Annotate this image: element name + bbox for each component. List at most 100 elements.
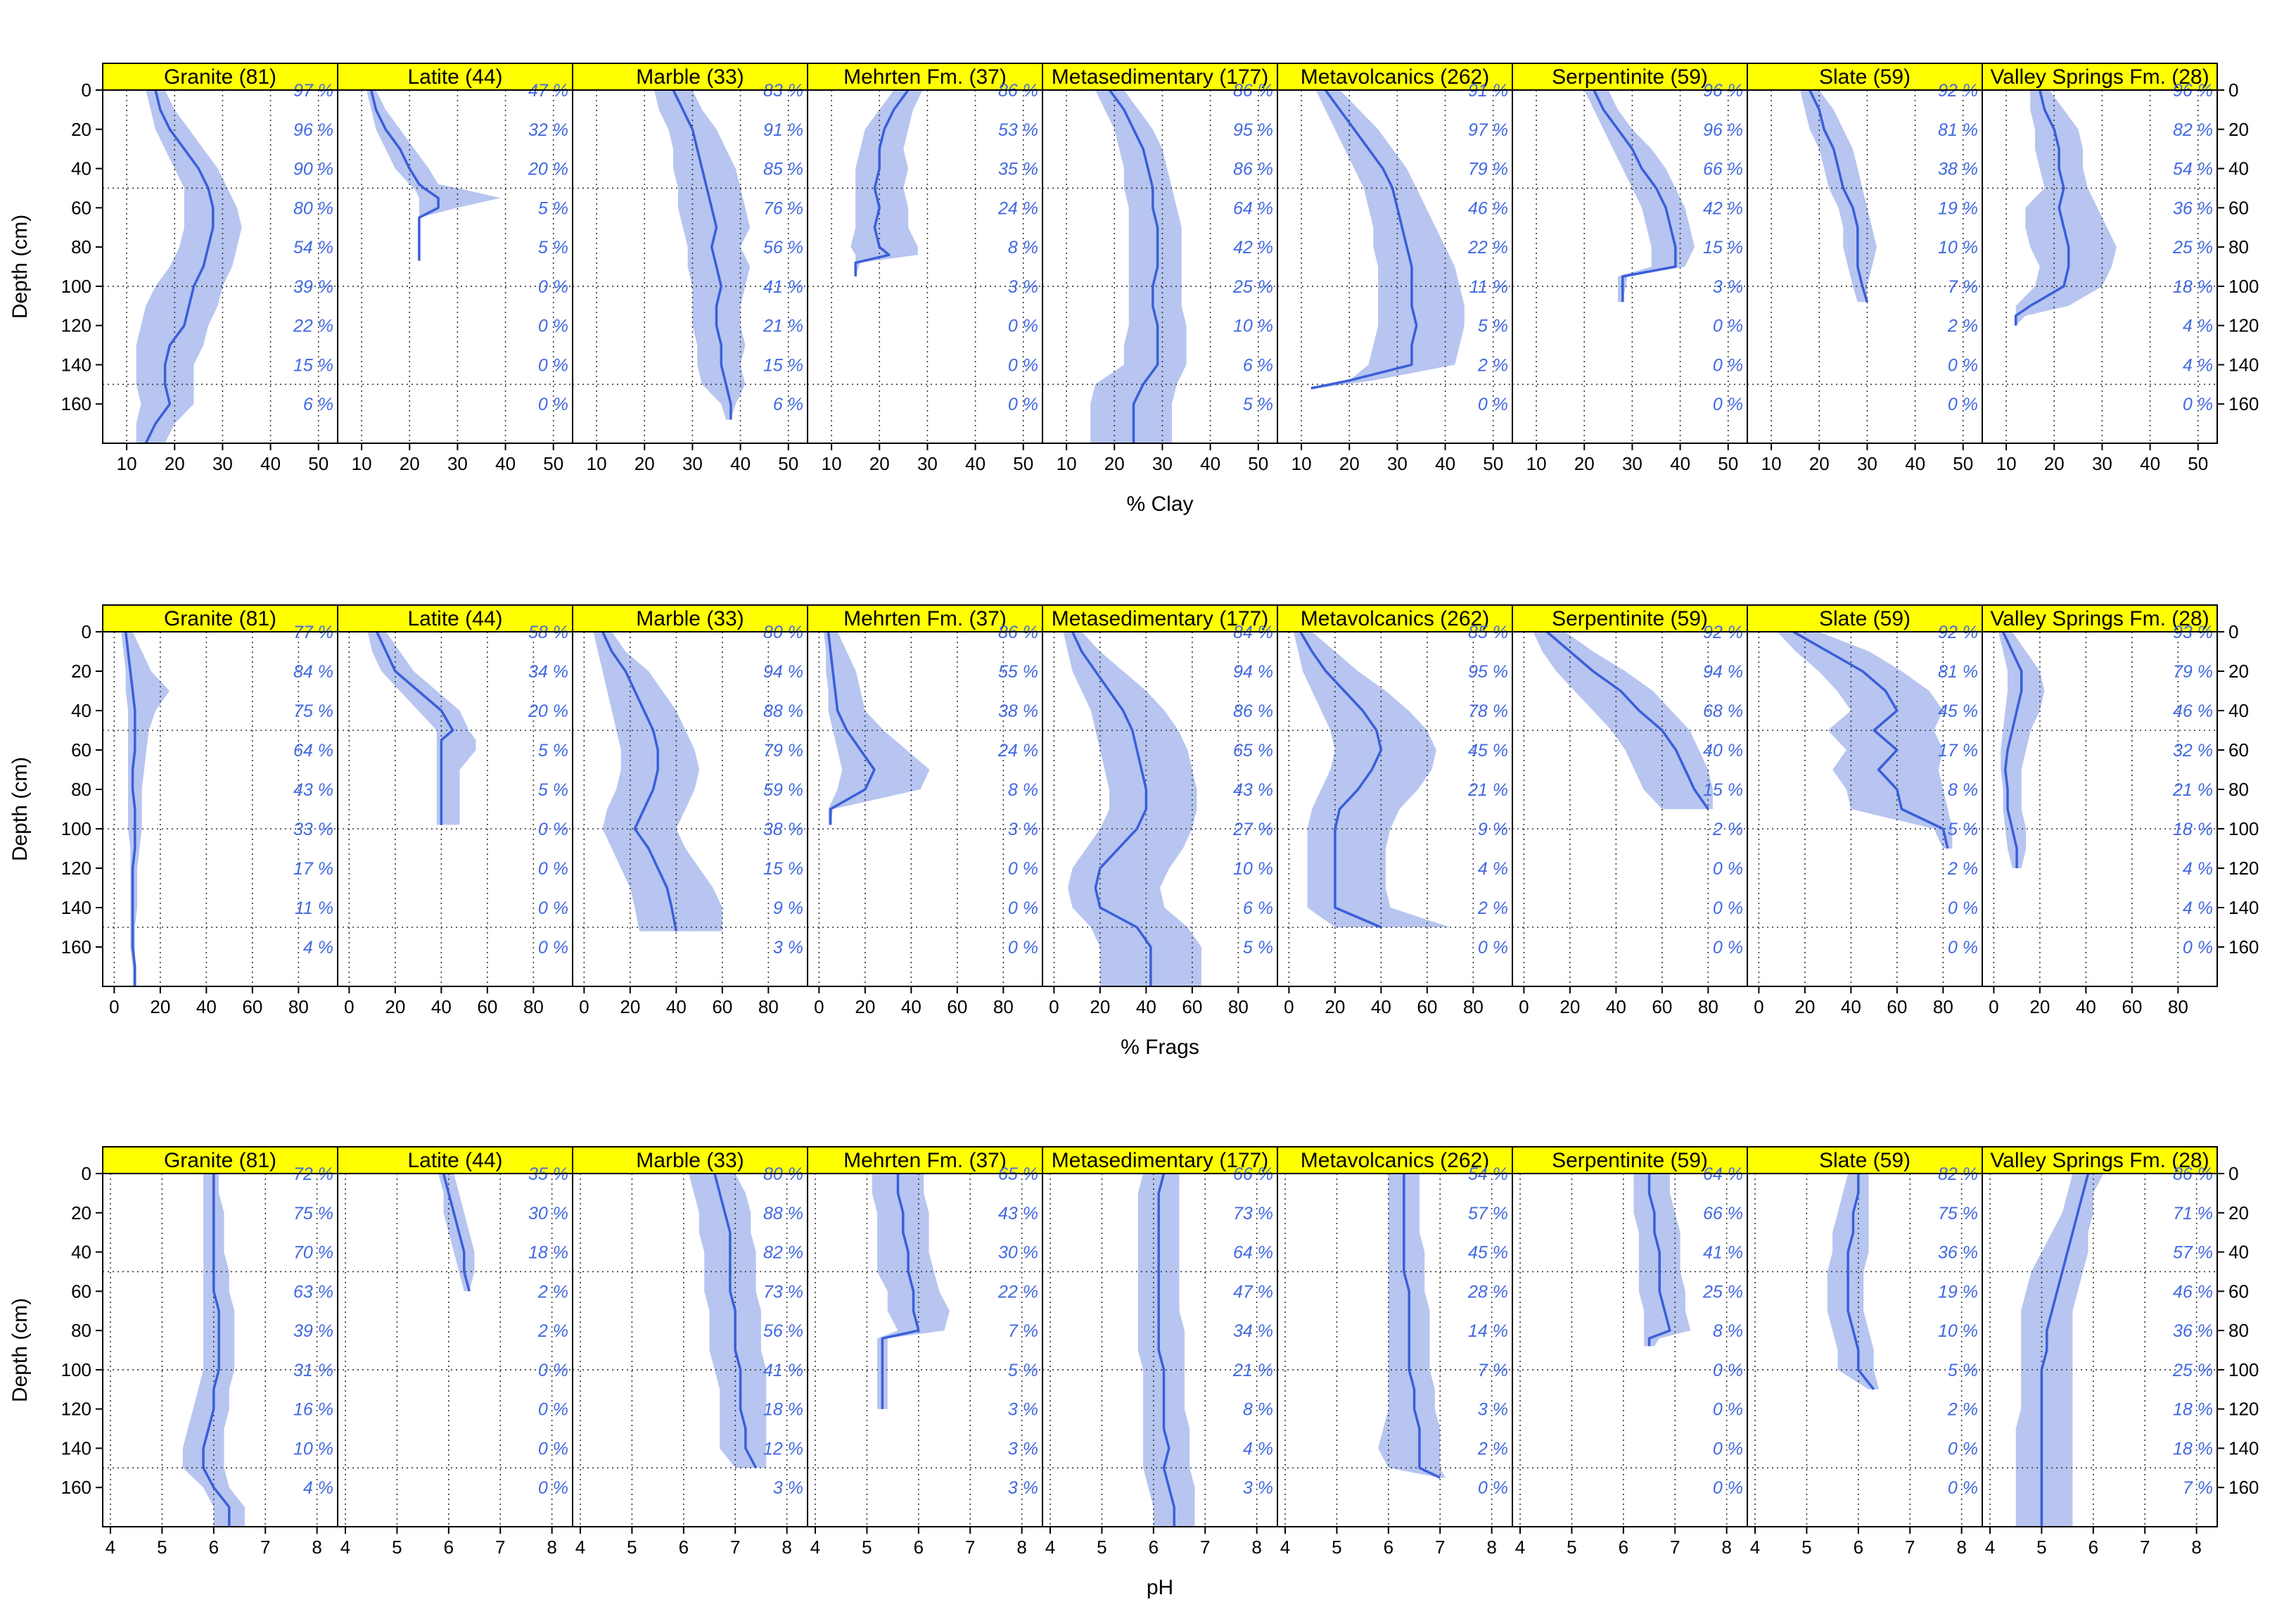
x-tick-label: 8 — [782, 1537, 791, 1558]
contributing-fraction-label: 8 % — [1713, 1321, 1743, 1341]
x-tick-label: 7 — [730, 1537, 740, 1558]
panel-plot-area — [338, 1174, 573, 1527]
panel-mehrten-fm-37: Mehrten Fm. (37)65 %43 %30 %22 %7 %5 %3 … — [807, 1146, 1043, 1558]
x-tick-label: 0 — [1049, 996, 1059, 1017]
median-line — [2040, 1174, 2090, 1527]
panel-latite-44: Latite (44)58 %34 %20 %5 %5 %0 %0 %0 %0 … — [337, 604, 573, 1017]
contributing-fraction-label: 0 % — [538, 938, 568, 958]
confidence-band — [823, 632, 930, 825]
contributing-fraction-label: 39 % — [293, 277, 333, 297]
contributing-fraction-label: 0 % — [1713, 317, 1743, 336]
contributing-fraction-label: 86 % — [1233, 160, 1273, 179]
x-tick-label: 20 — [2044, 453, 2065, 474]
contributing-fraction-label: 2 % — [1477, 898, 1508, 918]
panel-strip-label: Metasedimentary (177) — [1052, 607, 1268, 630]
x-tick-label: 40 — [965, 453, 986, 474]
contributing-fraction-label: 78 % — [1468, 701, 1508, 721]
median-line — [827, 632, 876, 825]
y-tick-label: 0 — [82, 621, 91, 642]
x-tick-label: 6 — [679, 1537, 689, 1558]
x-tick-label: 20 — [1809, 453, 1830, 474]
x-tick-label: 4 — [1515, 1537, 1525, 1558]
x-tick-label: 20 — [634, 453, 655, 474]
contributing-fraction-label: 43 % — [1233, 780, 1273, 800]
panel-plot-area — [338, 90, 573, 443]
median-line — [144, 90, 215, 443]
contributing-fraction-label: 2 % — [1477, 355, 1508, 375]
panel-plot-area — [1982, 90, 2217, 443]
contributing-fraction-label: 15 % — [763, 355, 803, 375]
panel-strip-label: Serpentinite (59) — [1552, 1149, 1708, 1172]
contributing-fraction-label: 0 % — [1948, 898, 1978, 918]
contributing-fraction-label: 4 % — [2183, 317, 2213, 336]
panel-strip-label: Metavolcanics (262) — [1301, 1149, 1489, 1172]
contributing-fraction-label: 64 % — [1233, 198, 1273, 218]
contributing-fraction-label: 3 % — [773, 1478, 803, 1498]
y-tick-label-right: 160 — [2228, 393, 2259, 414]
x-tick-label: 20 — [1560, 996, 1580, 1017]
contributing-fraction-label: 17 % — [1938, 741, 1978, 761]
contributing-fraction-label: 25 % — [2172, 1361, 2213, 1380]
panel-metasedimentary-177: Metasedimentary (177)84 %94 %86 %65 %43 … — [1042, 604, 1278, 1017]
contributing-fraction-label: 18 % — [2173, 277, 2213, 297]
contributing-fraction-label: 56 % — [763, 1321, 803, 1341]
x-tick-label: 0 — [814, 996, 824, 1017]
y-tick-label: 120 — [61, 315, 91, 336]
contributing-fraction-label: 0 % — [1713, 1478, 1743, 1498]
panel-strip-label: Valley Springs Fm. (28) — [1990, 607, 2209, 630]
contributing-fraction-label: 0 % — [1948, 1439, 1978, 1458]
y-tick-label: 140 — [61, 1437, 91, 1458]
panel-plot-area — [338, 632, 573, 986]
contributing-fraction-label: 35 % — [998, 160, 1038, 179]
panel-strip-label: Slate (59) — [1819, 1149, 1911, 1172]
y-tick-label: 40 — [71, 158, 91, 179]
x-tick-label: 30 — [1387, 453, 1408, 474]
y-tick-label-right: 40 — [2228, 158, 2249, 179]
contributing-fraction-label: 2 % — [1947, 317, 1978, 336]
x-tick-label: 8 — [2191, 1537, 2201, 1558]
median-line — [854, 90, 910, 276]
contributing-fraction-label: 3 % — [1008, 1478, 1038, 1498]
contributing-fraction-label: 3 % — [1713, 277, 1743, 297]
panel-metasedimentary-177: Metasedimentary (177)86 %95 %86 %64 %42 … — [1042, 63, 1278, 474]
confidence-band — [367, 632, 476, 825]
y-tick-label-right: 80 — [2228, 1320, 2249, 1341]
contributing-fraction-label: 19 % — [1938, 1282, 1978, 1302]
contributing-fraction-label: 0 % — [538, 355, 568, 375]
x-tick-label: 50 — [1248, 453, 1268, 474]
confidence-band — [1533, 632, 1713, 809]
contributing-fraction-label: 2 % — [537, 1321, 568, 1341]
confidence-band — [1998, 632, 2045, 868]
y-tick-label-right: 20 — [2228, 661, 2249, 682]
median-line — [1809, 90, 1869, 303]
contributing-fraction-label: 0 % — [1008, 938, 1038, 958]
y-tick-label-right: 100 — [2228, 276, 2259, 297]
contributing-fraction-label: 73 % — [763, 1282, 803, 1302]
x-tick-label: 4 — [575, 1537, 585, 1558]
median-line — [1593, 90, 1677, 303]
contributing-fraction-label: 0 % — [538, 1400, 568, 1420]
median-line — [672, 90, 732, 420]
contributing-fraction-label: 57 % — [2173, 1243, 2213, 1263]
x-tick-label: 50 — [1718, 453, 1738, 474]
panel-strip-label: Metavolcanics (262) — [1301, 607, 1489, 630]
contributing-fraction-label: 5 % — [538, 741, 568, 761]
contributing-fraction-label: 0 % — [1008, 395, 1038, 414]
contributing-fraction-label: 10 % — [293, 1439, 333, 1458]
contributing-fraction-label: 63 % — [293, 1282, 333, 1302]
x-tick-label: 5 — [1097, 1537, 1106, 1558]
x-tick-label: 20 — [400, 453, 420, 474]
contributing-fraction-label: 30 % — [998, 1243, 1038, 1263]
panel-plot-area — [1982, 632, 2217, 986]
contributing-fraction-label: 4 % — [303, 938, 333, 958]
panel-strip-label: Granite (81) — [164, 65, 276, 89]
y-tick-label: 100 — [61, 276, 91, 297]
contributing-fraction-label: 25 % — [1232, 277, 1273, 297]
x-tick-label: 4 — [340, 1537, 350, 1558]
panel-plot-area — [573, 1174, 808, 1527]
y-tick-label: 40 — [71, 1242, 91, 1263]
x-tick-label: 8 — [1956, 1537, 1966, 1558]
median-line — [1108, 90, 1159, 443]
x-tick-label: 30 — [682, 453, 703, 474]
y-tick-label: 60 — [71, 1280, 91, 1302]
